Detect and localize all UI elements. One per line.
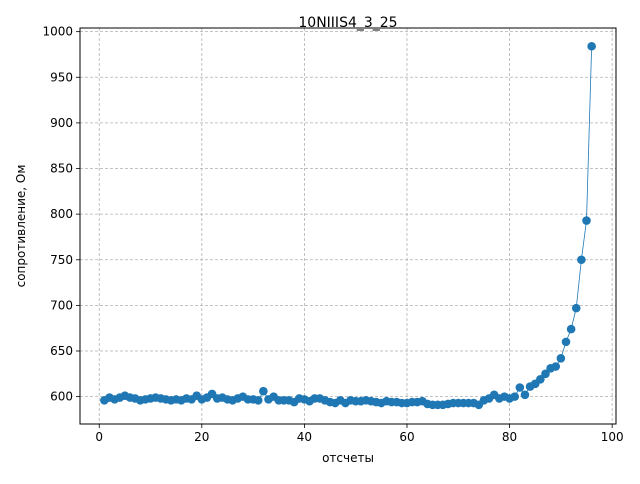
grid bbox=[80, 28, 616, 424]
x-tick-label: 60 bbox=[399, 430, 414, 444]
x-tick-label: 80 bbox=[502, 430, 517, 444]
y-tick-label: 650 bbox=[50, 344, 73, 358]
data-point bbox=[577, 255, 586, 265]
data-point bbox=[259, 386, 268, 396]
data-point bbox=[566, 324, 576, 334]
y-tick-label: 900 bbox=[50, 116, 73, 130]
data-point bbox=[541, 369, 550, 379]
data-point bbox=[587, 41, 596, 51]
x-tick-label: 100 bbox=[601, 430, 624, 444]
y-tick-label: 800 bbox=[50, 207, 73, 221]
x-tick-label: 0 bbox=[95, 430, 103, 444]
data-point bbox=[582, 216, 591, 225]
y-axis-label: сопротивление, Ом bbox=[14, 165, 28, 288]
data-point bbox=[556, 354, 566, 363]
y-tick-label: 950 bbox=[50, 70, 73, 84]
y-tick-label: 1000 bbox=[42, 25, 73, 39]
chart-title: 10NIIIS4_3_25 bbox=[298, 15, 397, 31]
plot-frame bbox=[79, 27, 617, 425]
data-point bbox=[561, 337, 571, 347]
plot-area bbox=[100, 41, 596, 410]
x-axis-label: отсчеты bbox=[322, 451, 374, 465]
data-point bbox=[510, 392, 519, 401]
data-point bbox=[571, 303, 581, 313]
y-tick-label: 700 bbox=[50, 298, 73, 312]
data-point bbox=[551, 362, 561, 371]
x-tick-label: 20 bbox=[194, 430, 209, 444]
data-point bbox=[536, 374, 545, 384]
data-point bbox=[253, 395, 263, 405]
data-point bbox=[515, 383, 525, 392]
y-tick-label: 850 bbox=[50, 162, 73, 176]
x-tick-label: 40 bbox=[297, 430, 312, 444]
axis-ticks: 0 20 40 60 80 100 600 650 700 750 800 850 900 950 1000 bbox=[42, 25, 623, 444]
data-point bbox=[520, 390, 530, 400]
y-tick-label: 600 bbox=[50, 390, 73, 404]
y-tick-label: 750 bbox=[50, 253, 73, 267]
